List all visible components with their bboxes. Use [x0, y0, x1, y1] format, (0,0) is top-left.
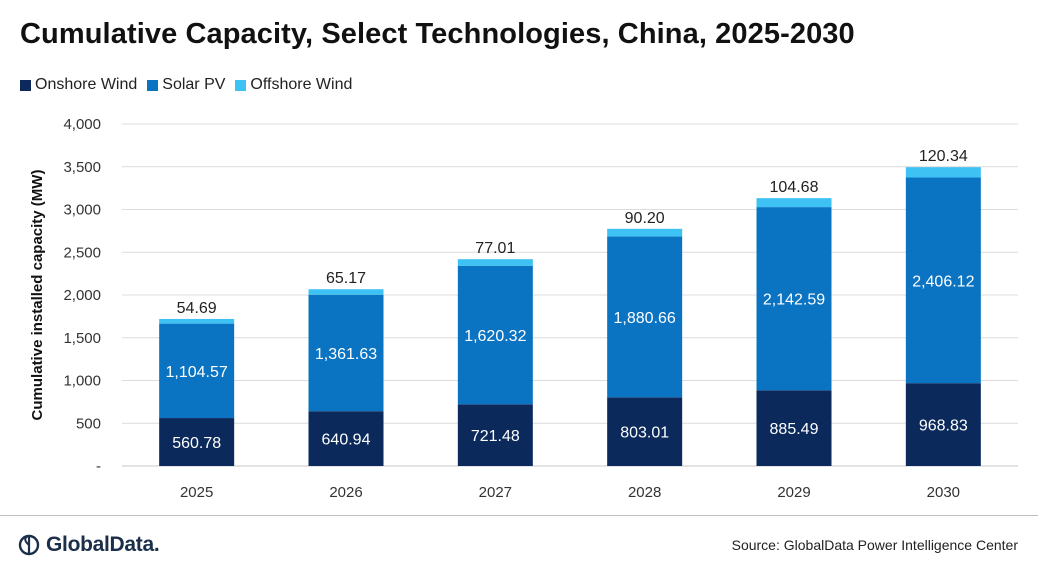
- legend-item-onshore-wind: Onshore Wind: [20, 76, 137, 94]
- data-label: 54.69: [177, 300, 217, 317]
- data-label: 90.20: [625, 210, 665, 227]
- globaldata-logo-text: GlobalData.: [46, 533, 160, 556]
- bar-segment: [756, 198, 832, 208]
- data-label: 968.83: [919, 418, 968, 435]
- data-label: 560.78: [172, 435, 221, 452]
- bar-segment: [308, 294, 384, 412]
- source-note: Source: GlobalData Power Intelligence Ce…: [731, 537, 1018, 553]
- globaldata-logo: GlobalData.: [18, 532, 160, 558]
- legend-item-solar-pv: Solar PV: [147, 76, 225, 94]
- chart-title: Cumulative Capacity, Select Technologies…: [20, 18, 855, 50]
- data-label: 721.48: [471, 428, 520, 445]
- y-tick-label: 1,500: [63, 330, 101, 347]
- y-tick-label: 500: [76, 415, 101, 432]
- legend-swatch-onshore-wind: [20, 79, 31, 91]
- bar-segment: [756, 207, 832, 391]
- footer-divider: [0, 515, 1038, 516]
- bar-segment: [457, 259, 533, 266]
- y-tick-label: 2,000: [63, 287, 101, 304]
- data-label: 1,104.57: [166, 364, 228, 381]
- data-label: 640.94: [322, 432, 371, 449]
- x-tick-label: 2025: [180, 484, 213, 501]
- bar-segment: [756, 390, 832, 466]
- x-tick-label: 2026: [329, 484, 362, 501]
- x-tick-label: 2030: [927, 484, 960, 501]
- x-tick-label: 2028: [628, 484, 661, 501]
- x-tick-label: 2027: [479, 484, 512, 501]
- bar-segment: [905, 177, 981, 384]
- data-label: 104.68: [770, 179, 819, 196]
- bar-segment: [905, 167, 981, 178]
- bar-segment: [457, 265, 533, 405]
- data-label: 1,880.66: [614, 310, 676, 327]
- data-label: 2,142.59: [763, 292, 825, 309]
- globaldata-logo-icon: [18, 534, 40, 556]
- chart-legend: Onshore Wind Solar PV Offshore Wind: [20, 76, 362, 94]
- y-tick-label: 4,000: [63, 116, 101, 133]
- legend-label-solar-pv: Solar PV: [162, 76, 226, 93]
- bar-segment: [607, 236, 683, 398]
- bar-segment: [159, 323, 235, 419]
- bar-segment: [607, 397, 683, 466]
- data-label: 1,620.32: [464, 328, 526, 345]
- stacked-bar-chart: - 500 1,000 1,500 2,000 2,500 3,000 3,500 4,000 C…: [29, 116, 1018, 501]
- data-label: 120.34: [919, 148, 968, 165]
- y-tick-label: 3,000: [63, 202, 101, 219]
- legend-swatch-solar-pv: [147, 79, 159, 91]
- data-label: 2,406.12: [912, 273, 974, 290]
- data-label: 1,361.63: [315, 346, 377, 363]
- x-tick-label: 2029: [777, 484, 810, 501]
- legend-label-onshore-wind: Onshore Wind: [35, 76, 138, 93]
- data-label: 803.01: [620, 425, 669, 442]
- legend-item-offshore-wind: Offshore Wind: [235, 76, 352, 94]
- data-label: 65.17: [326, 270, 366, 287]
- bar-segment: [159, 318, 235, 324]
- legend-label-offshore-wind: Offshore Wind: [250, 76, 353, 93]
- y-tick-label: 3,500: [63, 159, 101, 176]
- y-axis-title: Cumulative installed capacity (MW): [29, 170, 46, 421]
- legend-swatch-offshore-wind: [235, 79, 247, 91]
- y-tick-label: 2,500: [63, 244, 101, 261]
- y-tick-label: -: [96, 458, 101, 475]
- bar-segment: [905, 383, 981, 466]
- bar-segment: [457, 404, 533, 466]
- bar-segment: [607, 228, 683, 237]
- data-label: 885.49: [770, 421, 819, 438]
- data-label: 77.01: [475, 240, 515, 257]
- bar-segment: [308, 289, 384, 295]
- y-tick-label: 1,000: [63, 373, 101, 390]
- bar-segment: [159, 418, 235, 466]
- bar-segment: [308, 411, 384, 466]
